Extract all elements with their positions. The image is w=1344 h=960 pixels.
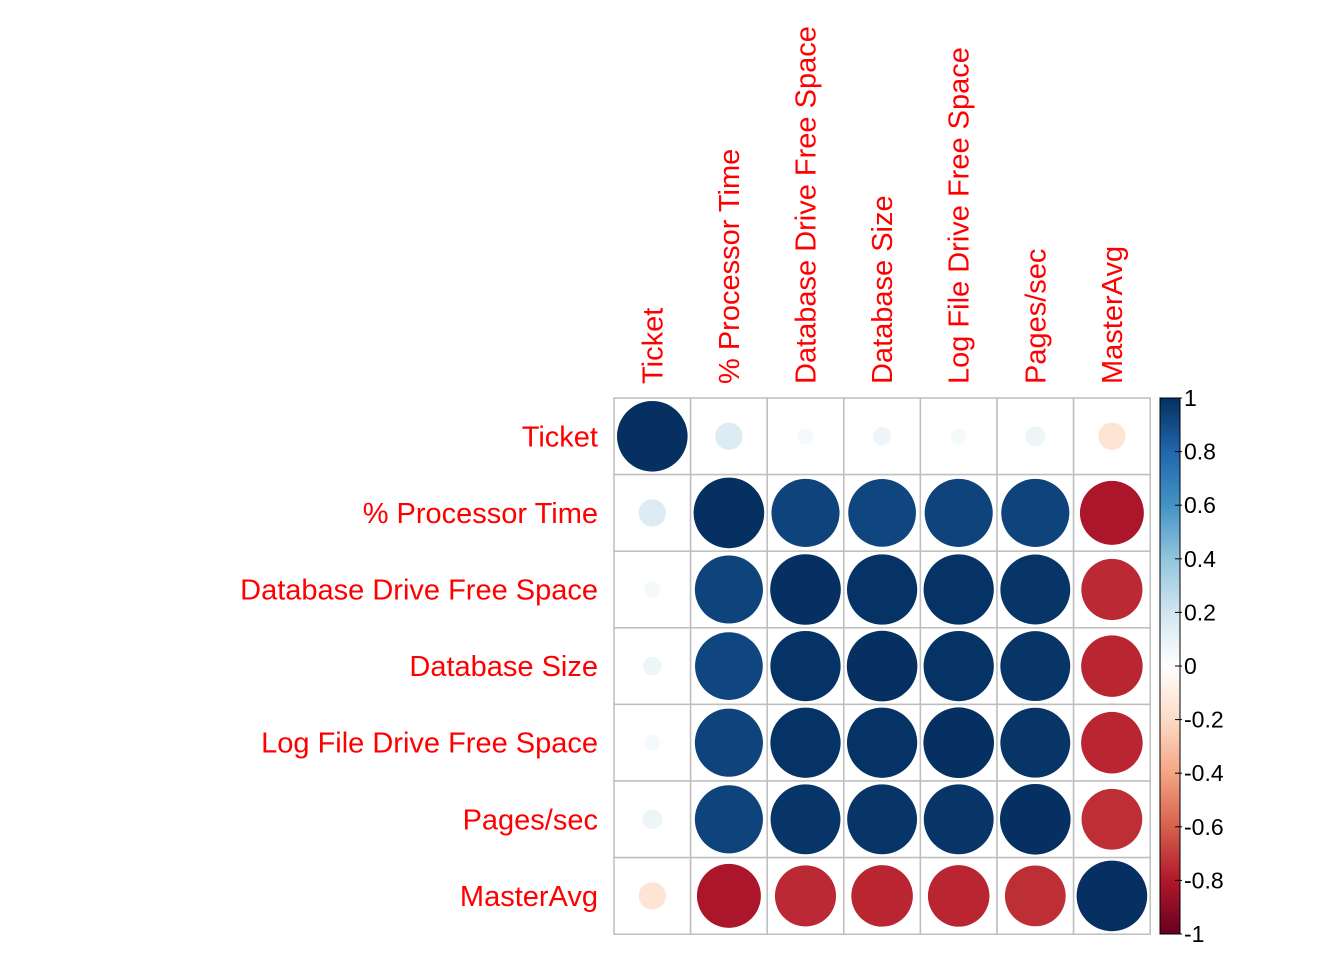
row-label: % Processor Time <box>363 498 598 530</box>
correlation-circle-3-0 <box>642 656 662 676</box>
column-label: Database Size <box>867 195 899 384</box>
correlation-circle-4-5 <box>1000 707 1071 778</box>
correlation-circle-5-5 <box>1000 784 1071 855</box>
row-label: Pages/sec <box>463 804 598 836</box>
correlation-circle-4-2 <box>770 707 841 778</box>
correlation-circle-2-1 <box>694 555 763 624</box>
column-label: Ticket <box>637 308 669 384</box>
colorbar-tick-label: -0.8 <box>1184 867 1224 893</box>
correlation-circle-3-3 <box>846 630 918 702</box>
correlation-circle-1-3 <box>848 479 916 547</box>
correlation-circle-4-4 <box>923 707 994 778</box>
colorbar-tick-label: -0.6 <box>1184 814 1224 840</box>
row-label: Log File Drive Free Space <box>261 728 598 760</box>
grid-cell <box>613 473 692 552</box>
correlation-circle-2-4 <box>923 554 994 625</box>
correlation-circle-1-4 <box>924 478 993 547</box>
correlation-circle-0-0 <box>617 401 688 472</box>
correlation-circle-1-6 <box>1079 480 1144 545</box>
correlation-circle-4-3 <box>846 707 918 778</box>
correlation-circle-3-6 <box>1081 635 1143 697</box>
correlation-circle-0-1 <box>715 422 743 450</box>
correlation-circle-1-0 <box>638 499 666 527</box>
column-label: Database Drive Free Space <box>791 26 823 384</box>
correlation-circle-5-3 <box>847 784 918 855</box>
colorbar-tick-label: 0.6 <box>1184 492 1216 518</box>
correlation-circle-2-2 <box>770 554 841 625</box>
correlation-circle-5-1 <box>694 785 763 854</box>
correlation-circle-0-5 <box>1025 426 1046 447</box>
correlation-circle-2-5 <box>1000 554 1071 625</box>
column-label: MasterAvg <box>1097 246 1129 384</box>
correlation-circle-6-4 <box>927 865 990 927</box>
row-label: MasterAvg <box>460 881 598 913</box>
correlation-circle-6-1 <box>696 863 761 928</box>
correlation-circle-4-1 <box>694 708 763 777</box>
correlation-circle-3-1 <box>695 632 763 700</box>
correlation-circle-4-0 <box>644 734 661 751</box>
color-legend: 1 0.8 0.6 0.4 0.2 0 -0.2 -0.4 -0.6 -0.8 -1 <box>1159 385 1224 947</box>
colorbar-tick-label: 0.2 <box>1184 599 1216 625</box>
correlation-circle-0-6 <box>1098 422 1126 450</box>
correlation-circle-5-6 <box>1081 788 1143 850</box>
correlation-circles <box>617 401 1148 932</box>
correlation-circle-6-5 <box>1004 865 1066 927</box>
correlation-circle-3-4 <box>923 630 994 702</box>
correlation-circle-0-3 <box>872 426 892 446</box>
correlation-circle-2-0 <box>644 581 661 598</box>
correlation-circle-3-2 <box>770 630 841 702</box>
row-label: Database Size <box>409 651 598 683</box>
correlation-circle-6-6 <box>1076 860 1148 932</box>
column-labels: Ticket % Processor Time Database Drive Fre… <box>637 26 1129 384</box>
column-label: % Processor Time <box>714 149 746 384</box>
colorbar-tick-label: -0.2 <box>1184 707 1224 733</box>
correlation-circle-4-6 <box>1081 711 1143 774</box>
correlation-circle-2-6 <box>1081 558 1143 621</box>
row-label: Database Drive Free Space <box>240 575 598 607</box>
column-label: Pages/sec <box>1020 249 1052 384</box>
correlation-circle-1-5 <box>1001 478 1070 547</box>
colorbar-tick-label: 0.4 <box>1184 546 1216 572</box>
correlation-circle-6-2 <box>774 865 837 927</box>
correlation-circle-0-2 <box>797 428 814 445</box>
correlation-circle-1-1 <box>693 477 765 549</box>
colorbar-tick-label: 0 <box>1184 653 1197 679</box>
correlation-circle-3-5 <box>1000 631 1071 702</box>
correlation-circle-6-3 <box>851 865 913 927</box>
colorbar-tick-label: -1 <box>1184 921 1204 947</box>
colorbar-tick-label: -0.4 <box>1184 760 1224 786</box>
correlation-circle-1-2 <box>771 478 840 547</box>
correlation-circle-5-0 <box>642 809 663 830</box>
colorbar-tick-label: 1 <box>1184 385 1197 411</box>
colorbar-tick-label: 0.8 <box>1184 439 1216 465</box>
row-labels: Ticket % Processor Time Database Drive Fre… <box>240 421 598 913</box>
correlation-circle-5-2 <box>770 784 841 855</box>
correlation-circle-0-4 <box>950 428 967 445</box>
correlation-circle-2-3 <box>846 554 918 625</box>
column-label: Log File Drive Free Space <box>944 47 976 384</box>
correlation-circle-5-4 <box>923 784 994 855</box>
grid-cell <box>613 627 692 706</box>
row-label: Ticket <box>522 421 598 453</box>
correlation-circle-6-0 <box>638 882 666 910</box>
